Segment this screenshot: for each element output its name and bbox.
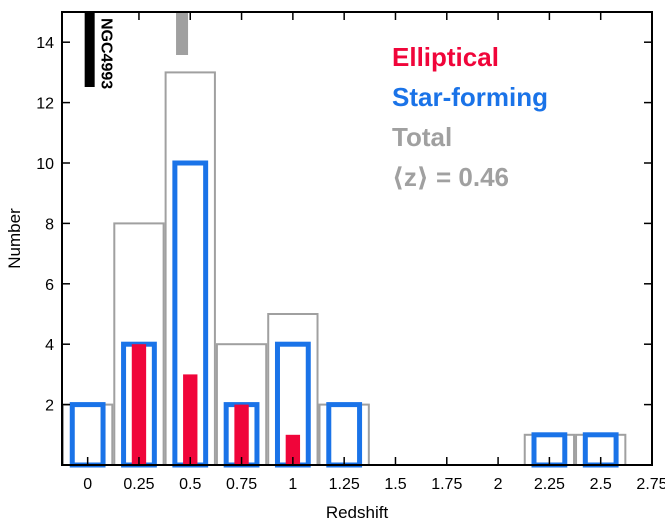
- x-tick-label: 1.75: [431, 476, 462, 493]
- x-tick-labels: 0 0.25 0.5 0.75 1 1.25 1.5 1.75 2 2.25 2.5 2.75: [83, 476, 665, 493]
- legend: Elliptical Star-forming Total: [392, 42, 548, 152]
- y-tick-label: 8: [45, 216, 54, 233]
- y-tick-label: 14: [36, 35, 54, 52]
- legend-item-total: Total: [392, 122, 452, 152]
- axis-ticks: [62, 12, 653, 465]
- elliptical-bar-0.25: [131, 344, 147, 465]
- legend-item-star-forming: Star-forming: [392, 82, 548, 112]
- x-tick-label: 0.5: [179, 476, 201, 493]
- mean-redshift-annotation: ⟨z⟩ = 0.46: [392, 162, 509, 192]
- elliptical-bars: [131, 344, 301, 465]
- x-axis-label: Redshift: [326, 503, 389, 522]
- x-tick-label: 0.25: [123, 476, 154, 493]
- x-tick-label: 2.25: [534, 476, 565, 493]
- x-tick-label: 2: [494, 476, 503, 493]
- ngc4993-label: NGC4993: [98, 18, 115, 89]
- y-tick-label: 4: [45, 337, 54, 354]
- elliptical-bar-0.5: [183, 374, 198, 465]
- markers: [84, 12, 189, 87]
- x-tick-label: 1: [288, 476, 297, 493]
- y-tick-label: 10: [36, 156, 54, 173]
- ngc4993-marker: [84, 12, 95, 87]
- x-tick-label: 1.5: [384, 476, 406, 493]
- star-forming-bar-0: [69, 402, 106, 468]
- elliptical-bar-1: [285, 434, 301, 465]
- x-tick-label: 0.75: [226, 476, 257, 493]
- x-tick-label: 2.75: [636, 476, 665, 493]
- elliptical-bar-0.75: [234, 404, 249, 465]
- star-forming-bars: [69, 160, 619, 468]
- legend-item-elliptical: Elliptical: [392, 42, 499, 72]
- y-tick-labels: 2 4 6 8 10 12 14: [36, 35, 54, 414]
- star-forming-bar-1.25: [326, 402, 363, 468]
- y-tick-label: 12: [36, 96, 54, 113]
- x-tick-label: 2.5: [590, 476, 612, 493]
- plot-frame: [61, 11, 653, 466]
- y-axis-label: Number: [5, 208, 24, 269]
- x-tick-label: 1.25: [329, 476, 360, 493]
- y-tick-label: 2: [45, 398, 54, 415]
- mean-redshift-marker: [176, 12, 189, 55]
- y-tick-label: 6: [45, 277, 54, 294]
- x-tick-label: 0: [83, 476, 92, 493]
